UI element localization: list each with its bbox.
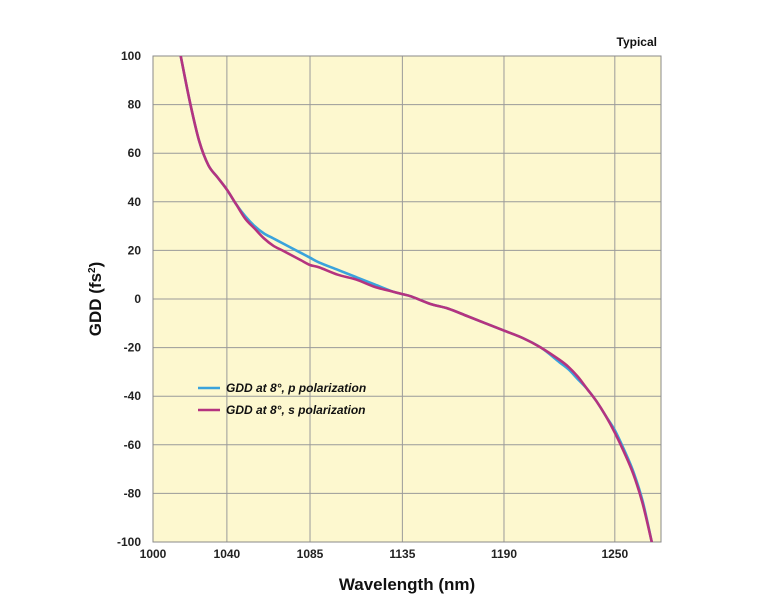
x-tick-label: 1190 <box>491 547 517 561</box>
plot-frame <box>152 55 662 543</box>
grid-lines <box>152 55 661 543</box>
x-tick-labels: 1000 1040 1085 1135 1190 1250 <box>140 547 629 561</box>
y-tick-label: -20 <box>124 341 142 355</box>
legend-label: GDD at 8°, p polarization <box>226 381 366 395</box>
y-axis-title-sup: 2 <box>87 267 98 273</box>
y-tick-label: -100 <box>117 535 141 549</box>
y-tick-label: -80 <box>124 486 142 500</box>
x-axis-title: Wavelength (nm) <box>339 575 475 594</box>
y-axis-title-close: ) <box>86 262 105 268</box>
legend-label: GDD at 8°, s polarization <box>226 403 366 417</box>
x-tick-label: 1000 <box>140 547 167 561</box>
y-tick-label: 80 <box>128 98 142 112</box>
x-tick-label: 1135 <box>389 547 415 561</box>
y-tick-label: -60 <box>124 438 142 452</box>
y-tick-labels: 100 80 60 40 20 0 -20 -40 -60 -80 -100 <box>117 49 141 549</box>
series-layer <box>179 56 654 542</box>
y-tick-label: -40 <box>124 389 142 403</box>
annotation-typical: Typical <box>617 35 657 49</box>
series-line-s-polarization <box>179 56 654 542</box>
y-axis-title-main: GDD (fs <box>86 273 105 336</box>
y-tick-label: 40 <box>128 195 142 209</box>
legend: GDD at 8°, p polarization GDD at 8°, s po… <box>198 381 366 417</box>
x-tick-label: 1250 <box>601 547 628 561</box>
y-tick-label: 0 <box>134 292 141 306</box>
y-axis-title: GDD (fs2) <box>86 262 105 337</box>
y-tick-label: 100 <box>121 49 141 63</box>
x-tick-label: 1085 <box>297 547 324 561</box>
x-tick-label: 1040 <box>214 547 241 561</box>
y-tick-label: 60 <box>128 146 142 160</box>
y-tick-label: 20 <box>128 243 142 257</box>
